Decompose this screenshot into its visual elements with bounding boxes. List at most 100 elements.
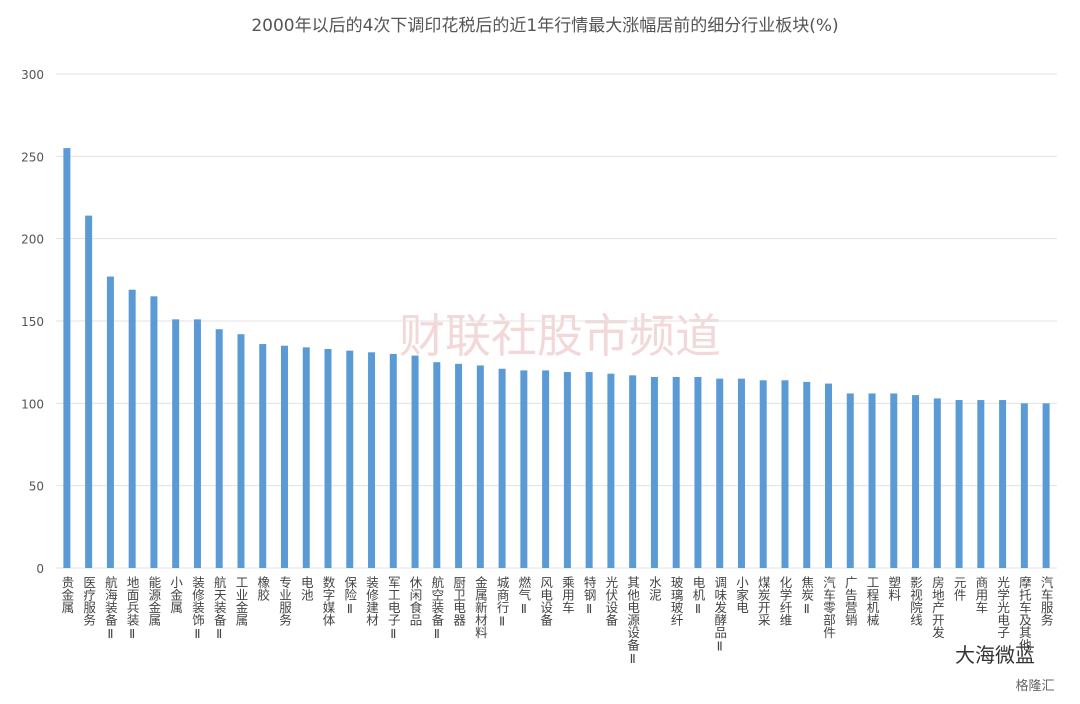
x-tick-label: 医疗服务	[81, 576, 96, 626]
watermark: 格隆汇	[1015, 678, 1054, 694]
bar	[781, 380, 789, 568]
x-tick-label: 城商行Ⅱ	[495, 576, 510, 629]
x-tick-label: 塑料	[886, 575, 901, 601]
x-tick-label: 保险Ⅱ	[342, 576, 357, 616]
bar	[999, 400, 1007, 568]
bar	[825, 383, 833, 568]
x-tick-label: 电池	[299, 576, 314, 601]
watermark: 财联社股市频道	[399, 309, 721, 363]
bar	[433, 362, 441, 568]
bar	[85, 215, 93, 568]
bar	[193, 319, 201, 568]
y-tick-label: 150	[21, 315, 44, 329]
bar	[476, 365, 484, 568]
x-tick-label: 玻璃玻纤	[669, 576, 684, 626]
x-tick-label: 厨卫电器	[451, 576, 466, 627]
y-tick-label: 250	[21, 150, 44, 164]
bar	[498, 368, 506, 568]
bar	[977, 400, 985, 568]
bar	[368, 352, 376, 568]
bar	[106, 276, 114, 568]
bar	[389, 353, 397, 568]
x-tick-label: 专业服务	[277, 575, 292, 626]
bar	[955, 400, 963, 568]
x-tick-label: 航海装备Ⅱ	[103, 575, 118, 641]
x-tick-label: 数字媒体	[321, 575, 336, 627]
x-tick-label: 风电设备	[538, 576, 553, 627]
bar	[150, 296, 158, 568]
x-tick-label: 焦炭Ⅱ	[799, 576, 814, 616]
x-tick-label: 能源金属	[146, 576, 161, 627]
bar	[302, 347, 310, 568]
bar	[607, 373, 615, 568]
y-tick-label: 200	[21, 233, 44, 247]
x-tick-label: 影视院线	[908, 576, 923, 626]
x-tick-label: 摩托车及其他	[1017, 575, 1032, 651]
bar	[585, 372, 593, 568]
y-tick-label: 0	[36, 562, 44, 576]
bar	[563, 372, 571, 568]
x-tick-label: 橡胶	[255, 576, 270, 602]
x-tick-label: 燃气Ⅱ	[516, 575, 531, 616]
bar	[411, 355, 419, 568]
x-tick-label: 装修建材	[364, 576, 379, 626]
x-tick-label: 地面兵装Ⅱ	[125, 576, 140, 641]
bar	[650, 376, 658, 568]
x-tick-label: 金属新材料	[473, 575, 488, 639]
x-tick-label: 贵金属	[59, 576, 74, 614]
x-tick-label: 水泥	[647, 576, 662, 601]
x-tick-label: 乘用车	[560, 576, 575, 614]
bar	[455, 363, 463, 568]
x-tick-label: 化学纤维	[777, 576, 792, 626]
bar	[237, 334, 245, 568]
x-tick-label: 特钢Ⅱ	[582, 575, 597, 616]
bar	[1020, 403, 1028, 568]
x-tick-label: 调味发酵品Ⅱ	[712, 576, 727, 654]
bar	[912, 395, 920, 568]
bar	[63, 148, 71, 568]
bar	[803, 381, 811, 568]
bar	[259, 344, 267, 568]
x-tick-label: 商用车	[973, 575, 988, 614]
bar	[172, 319, 180, 568]
bar	[324, 348, 332, 568]
bar	[846, 393, 854, 568]
bar	[346, 350, 354, 568]
x-tick-label: 电机Ⅱ	[690, 576, 705, 616]
x-tick-label: 装修装饰Ⅱ	[190, 576, 205, 641]
bar	[128, 289, 136, 568]
bar	[759, 380, 767, 568]
bar	[1042, 403, 1050, 568]
chart-title: 2000年以后的4次下调印花税后的近1年行情最大涨幅居前的细分行业板块(%)	[251, 16, 838, 36]
x-tick-label: 汽车零部件	[821, 575, 836, 639]
bar	[868, 393, 876, 568]
bar	[933, 398, 941, 568]
x-tick-label: 光学光电子	[995, 576, 1010, 639]
watermark: 大海微蓝	[955, 643, 1035, 667]
x-tick-label: 军工电子Ⅱ	[386, 576, 401, 641]
x-tick-label: 小家电	[734, 576, 749, 614]
bar	[629, 375, 637, 568]
x-tick-label: 煤炭开采	[756, 576, 771, 626]
bar	[890, 393, 898, 568]
x-tick-label: 工程机械	[865, 576, 880, 626]
x-tick-label: 广告营销	[843, 576, 858, 626]
x-tick-label: 其他电源设备Ⅱ	[625, 576, 640, 666]
bar	[520, 370, 528, 568]
x-tick-label: 元件	[952, 576, 967, 601]
bar	[542, 370, 550, 568]
bar	[672, 376, 680, 568]
x-tick-label: 工业金属	[233, 576, 248, 627]
x-tick-label: 休闲食品	[408, 576, 423, 626]
x-tick-label: 汽车服务	[1039, 575, 1054, 626]
bar	[716, 378, 724, 568]
bar	[737, 378, 745, 568]
x-tick-label: 航空装备Ⅱ	[429, 575, 444, 641]
bar	[280, 345, 288, 568]
bar	[215, 329, 223, 568]
bar	[694, 376, 702, 568]
x-tick-label: 房地产开发	[930, 575, 945, 639]
y-tick-label: 50	[29, 480, 44, 494]
y-tick-label: 300	[21, 68, 44, 82]
